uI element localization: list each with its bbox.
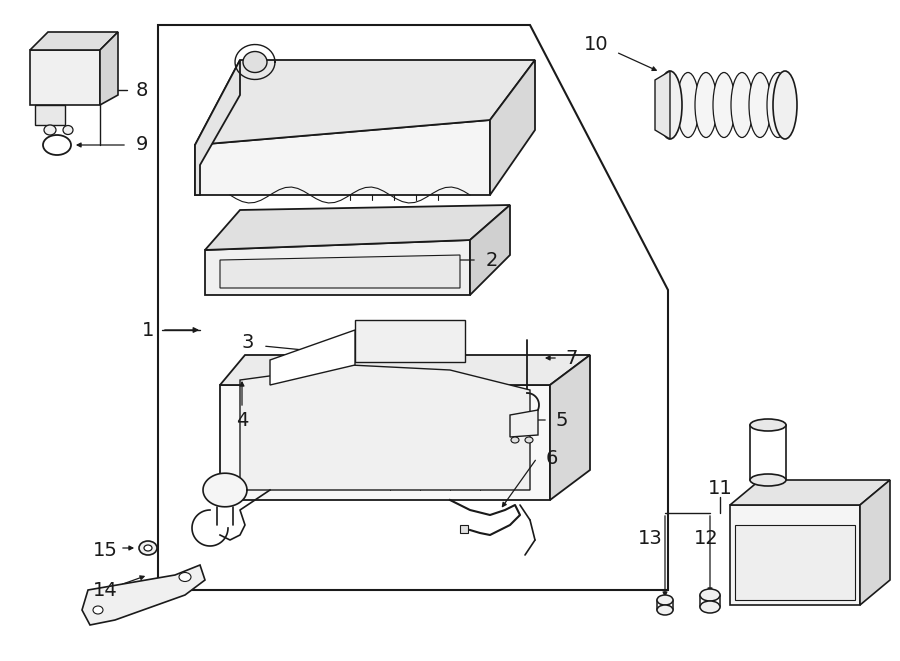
Polygon shape bbox=[203, 473, 247, 507]
Text: 9: 9 bbox=[136, 136, 149, 155]
Text: 7: 7 bbox=[566, 348, 578, 368]
Ellipse shape bbox=[63, 126, 73, 134]
Polygon shape bbox=[730, 480, 890, 505]
Polygon shape bbox=[205, 240, 470, 295]
Ellipse shape bbox=[713, 73, 735, 137]
Polygon shape bbox=[205, 205, 510, 250]
Ellipse shape bbox=[767, 73, 789, 137]
Ellipse shape bbox=[659, 73, 681, 137]
Text: 13: 13 bbox=[637, 529, 662, 547]
Polygon shape bbox=[270, 330, 355, 385]
Ellipse shape bbox=[511, 437, 519, 443]
Ellipse shape bbox=[139, 541, 157, 555]
Polygon shape bbox=[355, 320, 465, 362]
Polygon shape bbox=[195, 60, 535, 145]
Text: 2: 2 bbox=[486, 251, 499, 270]
Polygon shape bbox=[730, 505, 860, 605]
Polygon shape bbox=[510, 410, 538, 437]
Polygon shape bbox=[220, 385, 550, 500]
Text: 5: 5 bbox=[556, 410, 568, 430]
Ellipse shape bbox=[773, 71, 797, 139]
Text: 8: 8 bbox=[136, 81, 149, 100]
Text: 14: 14 bbox=[93, 580, 117, 600]
Ellipse shape bbox=[750, 419, 786, 431]
Polygon shape bbox=[470, 205, 510, 295]
Ellipse shape bbox=[750, 474, 786, 486]
Ellipse shape bbox=[243, 52, 267, 73]
Ellipse shape bbox=[657, 595, 673, 605]
Ellipse shape bbox=[93, 606, 103, 614]
Ellipse shape bbox=[179, 572, 191, 582]
Polygon shape bbox=[82, 565, 205, 625]
Polygon shape bbox=[30, 32, 118, 50]
FancyBboxPatch shape bbox=[460, 525, 468, 533]
Polygon shape bbox=[860, 480, 890, 605]
Ellipse shape bbox=[658, 71, 682, 139]
Polygon shape bbox=[195, 120, 490, 195]
Ellipse shape bbox=[700, 589, 720, 601]
Polygon shape bbox=[735, 525, 855, 600]
Ellipse shape bbox=[525, 437, 533, 443]
Text: 4: 4 bbox=[236, 410, 248, 430]
Polygon shape bbox=[220, 255, 460, 288]
Ellipse shape bbox=[677, 73, 699, 137]
Ellipse shape bbox=[700, 601, 720, 613]
Text: 6: 6 bbox=[545, 449, 558, 467]
Text: 10: 10 bbox=[584, 36, 608, 54]
Ellipse shape bbox=[749, 73, 771, 137]
Ellipse shape bbox=[43, 135, 71, 155]
Polygon shape bbox=[220, 355, 590, 385]
Polygon shape bbox=[158, 25, 668, 590]
Polygon shape bbox=[195, 60, 240, 195]
Ellipse shape bbox=[695, 73, 717, 137]
Ellipse shape bbox=[144, 545, 152, 551]
Polygon shape bbox=[655, 71, 670, 139]
Polygon shape bbox=[240, 365, 530, 490]
Polygon shape bbox=[490, 60, 535, 195]
Polygon shape bbox=[100, 32, 118, 105]
Text: 12: 12 bbox=[694, 529, 718, 547]
Ellipse shape bbox=[44, 125, 56, 135]
Ellipse shape bbox=[657, 605, 673, 615]
Text: 1: 1 bbox=[142, 321, 154, 340]
Polygon shape bbox=[35, 105, 65, 125]
Text: 3: 3 bbox=[242, 332, 254, 352]
Polygon shape bbox=[30, 50, 100, 105]
Text: 11: 11 bbox=[707, 479, 733, 498]
Text: 15: 15 bbox=[93, 541, 117, 559]
Ellipse shape bbox=[731, 73, 753, 137]
Polygon shape bbox=[550, 355, 590, 500]
